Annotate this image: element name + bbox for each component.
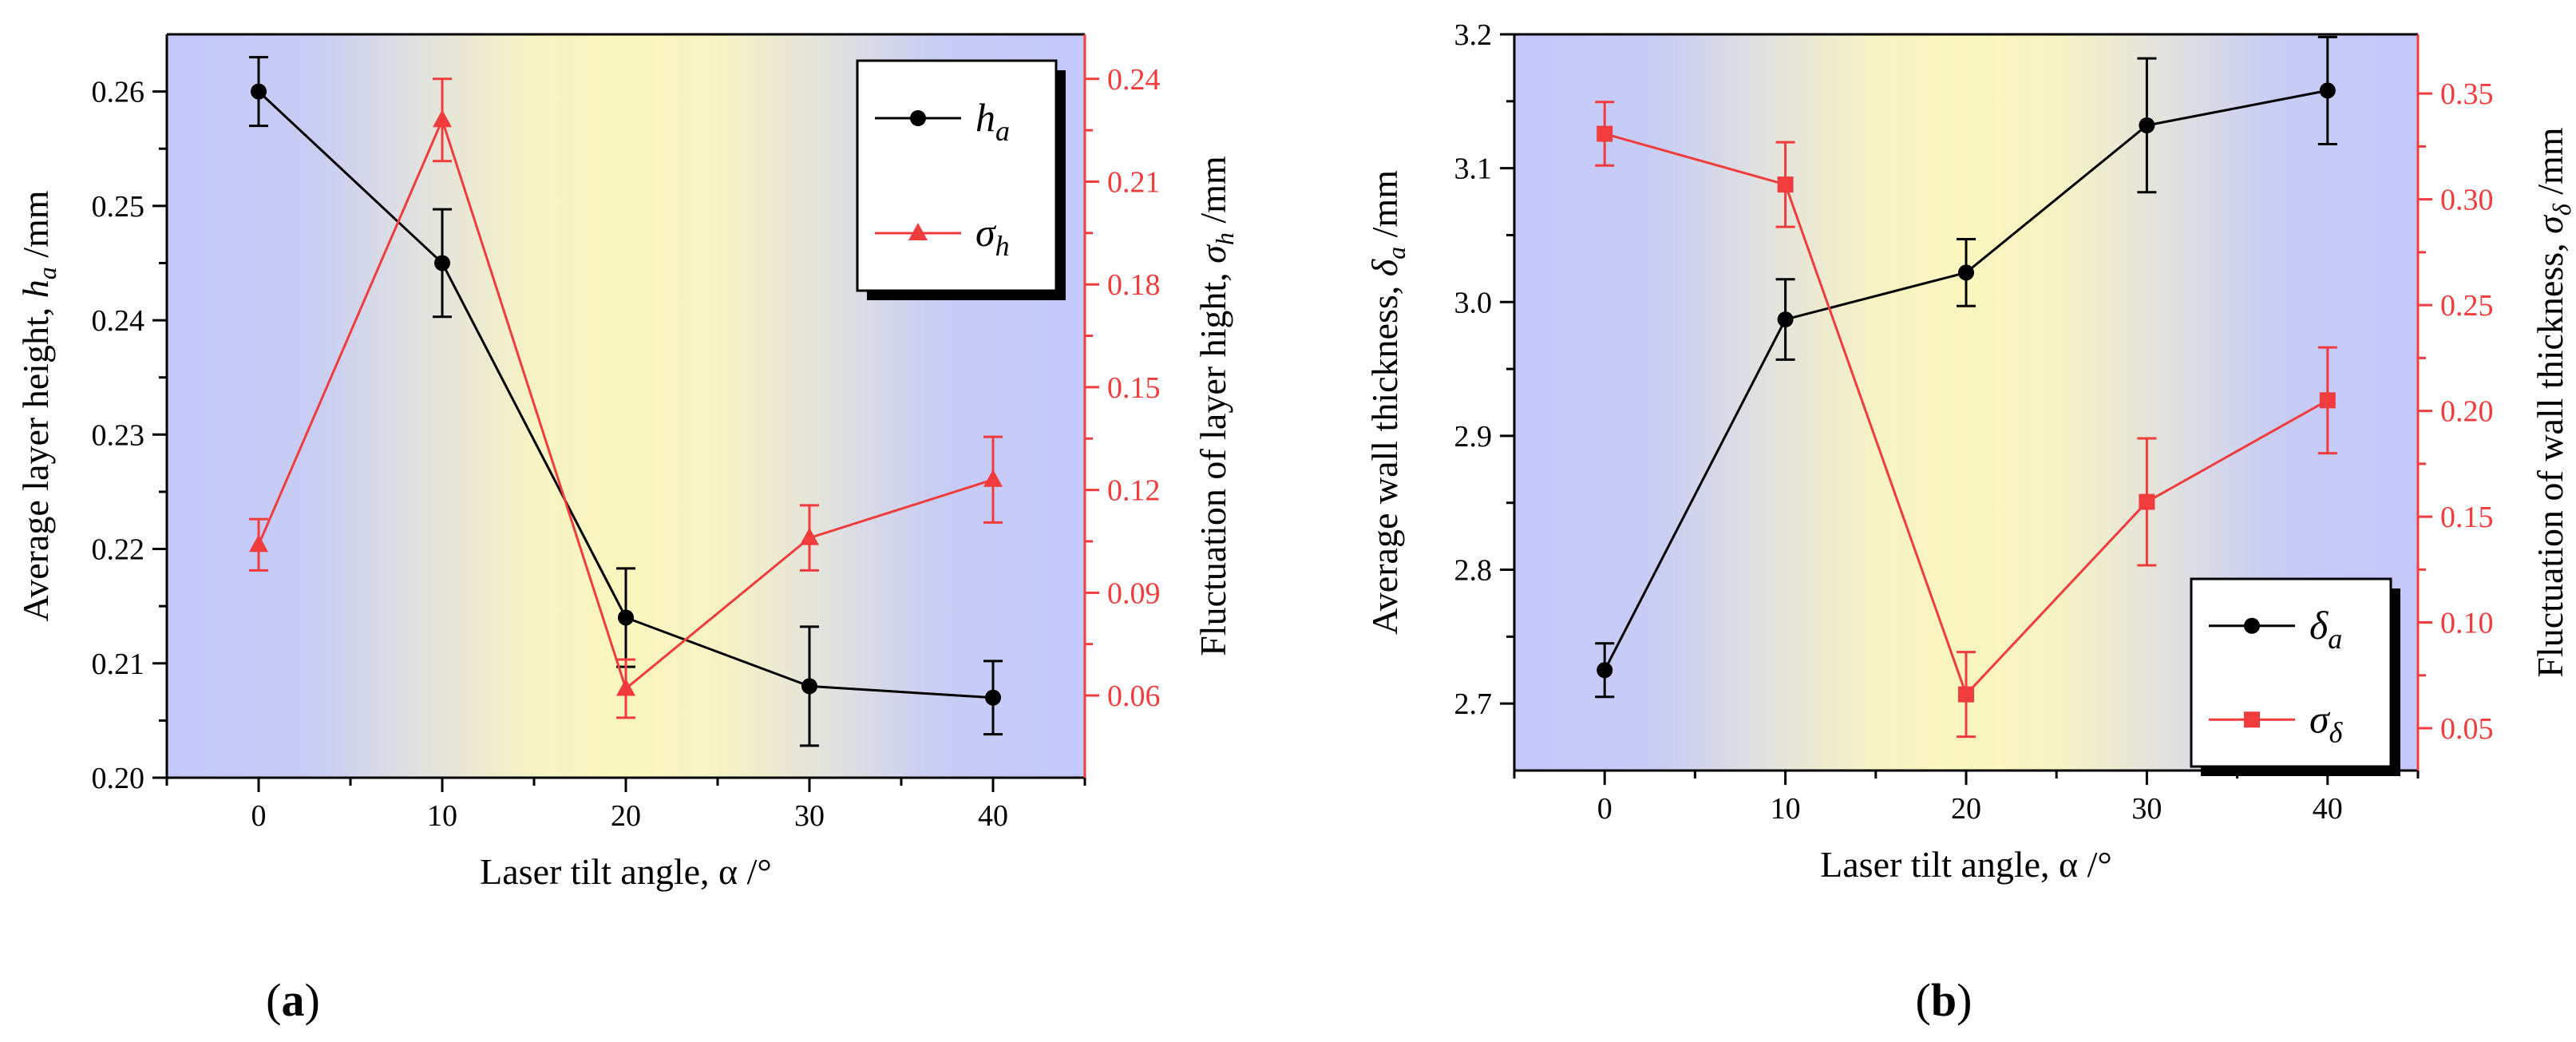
left-tick-label: 0.24	[92, 304, 145, 338]
legend-marker-delta_a	[2244, 617, 2260, 634]
legend-box	[2190, 577, 2392, 768]
panel-label: (a)	[266, 974, 320, 1026]
x-tick-label: 30	[2131, 792, 2162, 826]
data-point-sigma_h	[616, 678, 635, 696]
data-point-h_a	[251, 83, 267, 100]
right-tick-label: 0.15	[1107, 371, 1161, 405]
legend-marker-sigma_h	[908, 223, 928, 240]
data-point-h_a	[801, 678, 817, 695]
data-point-sigma_delta	[1958, 686, 1974, 703]
right-tick-label: 0.09	[1107, 576, 1161, 610]
right-tick-label: 0.12	[1107, 474, 1161, 508]
left-tick-label: 0.25	[92, 190, 145, 224]
data-point-delta_a	[1597, 662, 1613, 679]
left-tick-label: 0.21	[92, 648, 145, 681]
left-tick-label: 2.8	[1454, 554, 1493, 588]
right-tick-label: 0.25	[2440, 289, 2494, 323]
right-tick-label: 0.24	[1107, 63, 1161, 97]
legend-label-sigma_h: σh	[975, 210, 1010, 262]
legend-label-delta_a: δa	[2309, 603, 2342, 655]
data-point-delta_a	[2319, 82, 2336, 99]
right-tick-label: 0.21	[1107, 165, 1161, 199]
left-tick-label: 0.23	[92, 418, 145, 452]
legend-box	[856, 59, 1058, 292]
left-axis-label: Average layer height, ha /mm	[15, 190, 61, 621]
x-tick-label: 20	[1951, 792, 1981, 826]
right-tick-label: 0.30	[2440, 184, 2494, 217]
right-axis-label: Fluctuation of wall thickness, σδ /mm	[2530, 127, 2576, 677]
x-axis-label: Laser tilt angle, α /°	[480, 851, 772, 892]
left-tick-label: 0.22	[92, 533, 145, 567]
left-tick-label: 2.7	[1454, 687, 1493, 721]
x-tick-label: 0	[1597, 792, 1612, 826]
legend-marker-sigma_delta	[2244, 711, 2260, 728]
x-tick-label: 10	[427, 799, 457, 833]
data-point-sigma_h	[433, 109, 452, 128]
x-tick-label: 40	[978, 799, 1008, 833]
x-tick-label: 40	[2313, 792, 2343, 826]
x-tick-label: 10	[1771, 792, 1801, 826]
data-point-h_a	[434, 255, 450, 271]
data-point-sigma_h	[983, 469, 1003, 487]
data-point-delta_a	[1777, 311, 1794, 328]
x-tick-label: 30	[794, 799, 825, 833]
left-tick-label: 2.9	[1454, 420, 1493, 454]
data-point-sigma_delta	[2139, 493, 2155, 510]
left-axis-label: Average wall thickness, δa /mm	[1364, 170, 1411, 635]
x-axis-label: Laser tilt angle, α /°	[1820, 844, 2112, 885]
x-tick-label: 20	[611, 799, 641, 833]
left-tick-label: 3.2	[1454, 18, 1493, 52]
legend-label-sigma_delta: σδ	[2309, 696, 2344, 748]
right-tick-label: 0.10	[2440, 607, 2494, 640]
panel-label: (b)	[1916, 974, 1973, 1026]
right-tick-label: 0.18	[1107, 268, 1161, 302]
right-tick-label: 0.15	[2440, 501, 2494, 534]
left-tick-label: 3.0	[1454, 286, 1493, 319]
data-point-delta_a	[1958, 264, 1974, 281]
chart-panel-a: 0 10 20 30 40 0.20 0.21 0.22 0.23 0.24 0.25 0.26 0.0…	[15, 33, 1239, 1026]
data-point-h_a	[985, 689, 1001, 706]
data-point-sigma_h	[800, 527, 819, 545]
right-axis-label: Fluctuation of layer hight, σh /mm	[1193, 156, 1239, 656]
right-tick-label: 0.35	[2440, 77, 2494, 111]
data-point-sigma_delta	[1777, 176, 1794, 193]
data-point-delta_a	[2139, 117, 2155, 133]
left-tick-label: 3.1	[1454, 153, 1493, 186]
data-point-sigma_delta	[1597, 125, 1613, 142]
left-tick-label: 0.20	[92, 762, 145, 795]
legend-label-h_a: ha	[975, 95, 1010, 147]
chart-panel-b: 0 10 20 30 40 2.7 2.8 2.9 3.0 3.1 3.2 0.05 0.10 0.15 0…	[1364, 18, 2576, 1026]
right-tick-label: 0.06	[1107, 679, 1161, 713]
data-point-sigma_h	[249, 534, 268, 553]
legend-marker-h_a	[910, 110, 926, 126]
left-tick-label: 0.26	[92, 76, 145, 109]
data-point-h_a	[618, 609, 634, 626]
right-tick-label: 0.05	[2440, 712, 2494, 746]
data-point-sigma_delta	[2319, 392, 2336, 409]
x-tick-label: 0	[251, 799, 267, 833]
right-tick-label: 0.20	[2440, 395, 2494, 429]
